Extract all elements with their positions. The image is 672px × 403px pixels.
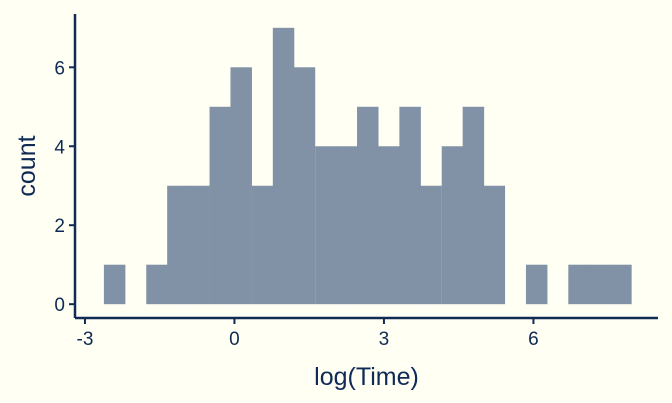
histogram-bar-17 bbox=[462, 106, 485, 305]
histogram-bar-0 bbox=[103, 264, 126, 305]
histogram-bar-15 bbox=[420, 185, 442, 305]
histogram-bar-3 bbox=[167, 185, 189, 305]
y-tick-label-2: 4 bbox=[54, 137, 65, 158]
histogram-bar-9 bbox=[293, 67, 316, 305]
histogram-bar-20 bbox=[525, 264, 548, 305]
x-axis-title: log(Time) bbox=[314, 363, 419, 391]
histogram-bar-2 bbox=[146, 264, 168, 305]
y-tick-label-1: 2 bbox=[54, 216, 65, 237]
y-tick-label-0: 0 bbox=[54, 295, 65, 316]
histogram-bar-16 bbox=[441, 146, 464, 305]
histogram-bar-14 bbox=[399, 106, 421, 305]
y-axis-title: count bbox=[13, 135, 41, 196]
histogram-bar-13 bbox=[378, 146, 400, 305]
x-tick-label-1: 0 bbox=[229, 329, 240, 350]
histogram-bar-11 bbox=[336, 146, 358, 305]
histogram-bar-7 bbox=[251, 185, 274, 305]
histogram-bar-18 bbox=[483, 185, 506, 305]
histogram-bar-5 bbox=[209, 106, 232, 305]
x-tick-label-3: 6 bbox=[528, 329, 539, 350]
histogram-bar-10 bbox=[315, 146, 337, 305]
histogram-bar-23 bbox=[589, 264, 611, 305]
y-axis-ticks: 0 2 4 6 bbox=[54, 58, 75, 316]
histogram-bar-8 bbox=[272, 27, 295, 305]
x-tick-label-2: 3 bbox=[379, 329, 390, 350]
histogram-bar-4 bbox=[188, 185, 210, 305]
x-axis-ticks: -3 0 3 6 bbox=[77, 318, 539, 350]
bars-layer bbox=[103, 27, 632, 305]
histogram-bar-24 bbox=[610, 264, 632, 305]
y-tick-label-3: 6 bbox=[54, 58, 65, 79]
histogram-bar-6 bbox=[230, 67, 252, 305]
x-tick-label-0: -3 bbox=[77, 329, 94, 350]
histogram-bar-12 bbox=[357, 106, 379, 305]
histogram-bar-22 bbox=[568, 264, 590, 305]
